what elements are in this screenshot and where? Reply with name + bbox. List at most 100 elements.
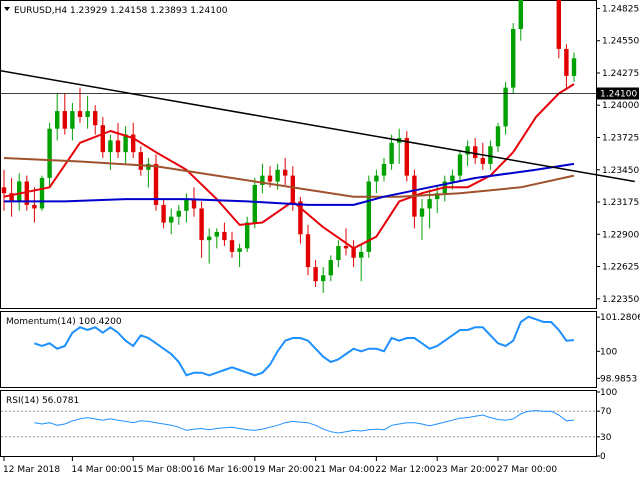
candle-body [100,125,105,153]
momentum-axis: 101.2806 100 98.9853 [597,313,640,384]
candle [93,105,98,135]
moving-average-line [3,157,575,198]
candle-body [1,187,7,194]
candle [207,228,212,264]
candle [336,240,341,268]
candle-body [359,251,364,258]
price-tick-label: 1.22900 [602,230,639,240]
candle-body [207,236,212,241]
candle [260,163,265,194]
candle-body [351,248,356,258]
candle-body [85,111,90,117]
rsi-tick-label: 0 [600,452,606,462]
moving-averages [3,83,575,250]
candle [389,134,394,170]
candle-body [77,111,83,117]
candle-body [495,126,501,147]
candle [366,175,371,258]
candle-body [321,275,326,282]
candle-body [260,175,265,185]
candles [1,0,577,293]
candle [100,116,105,159]
price-tick-label: 1.23725 [602,133,639,143]
candle-body [9,193,14,202]
candle-body [305,234,311,268]
candle [564,44,569,88]
rsi-tick-label: 30 [600,433,612,443]
candle [480,142,485,170]
candle [488,140,493,170]
candle-body [465,146,470,155]
candle-body [480,158,485,164]
candle [511,23,516,94]
time-tick-label: 22 Mar 12:00 [375,465,435,475]
candle-body [343,246,349,249]
time-tick-label: 21 Mar 04:00 [315,465,375,475]
candle-body [511,28,516,88]
rsi-tick-label: 70 [600,407,612,417]
candle-body [123,134,128,153]
candle [313,260,318,288]
moving-average-line [4,162,575,206]
candle [131,122,136,159]
candle [176,204,181,225]
candle [427,189,432,229]
candle-body [450,175,455,182]
candle [381,158,387,182]
candle [191,187,197,217]
candle-body [298,201,303,235]
rsi-path [34,410,575,434]
candle-body [55,111,60,129]
candle [9,177,14,217]
candle-body [404,138,409,176]
candle-body [389,142,394,164]
candle-body [427,199,432,209]
candle [495,122,501,153]
candle-body [252,185,257,223]
momentum-tick-label: 100 [600,347,617,357]
candle-body [146,163,151,170]
candle [161,199,166,229]
candle-body [222,231,227,241]
candle-body [571,58,577,76]
candle-body [374,175,379,182]
candle-body [153,163,159,205]
candle-body [237,248,242,252]
candle-body [435,193,440,200]
candle-body [191,199,197,209]
candle [321,267,326,293]
time-axis: 12 Mar 2018 14 Mar 00:00 15 Mar 08:00 16 Ma… [3,457,557,475]
time-tick-label: 19 Mar 20:00 [254,465,314,475]
candle [457,149,463,182]
candle-body [199,208,204,241]
momentum-path [34,315,575,377]
candle-body [564,48,569,76]
candle [473,138,478,164]
candle-body [169,216,174,223]
price-panel-border [0,0,597,309]
trendline-line [0,69,635,183]
candle-body [245,222,250,249]
time-tick-label: 15 Mar 08:00 [132,465,192,475]
candle-body [229,240,235,252]
candle-body [24,181,29,205]
time-tick-label: 14 Mar 00:00 [71,465,131,475]
price-tick-label: 1.22625 [602,263,639,273]
rsi-axis: 100 70 30 0 [597,388,617,462]
candle-body [290,175,295,202]
candle-body [138,152,143,170]
candle-body [214,231,219,237]
rsi-tick-label: 100 [600,388,617,398]
candle [222,222,227,246]
candle [214,228,219,249]
candle-body [313,267,318,282]
time-tick-label: 12 Mar 2018 [3,465,60,475]
moving-average-line [3,83,575,250]
candle [153,154,159,211]
price-tick-label: 1.24275 [602,69,639,79]
collapse-triangle-icon[interactable] [4,7,10,11]
candle [374,169,379,194]
momentum-tick-label: 98.9853 [600,374,637,384]
price-tick-label: 1.23175 [602,198,639,208]
